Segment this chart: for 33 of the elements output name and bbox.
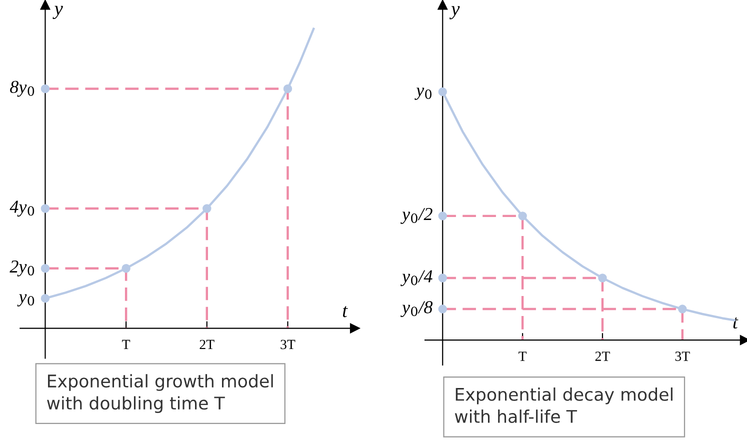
point: [40, 294, 50, 303]
annotation: y$_{0}$: [17, 294, 34, 306]
point: [678, 304, 687, 314]
x-tick-label: 2T: [200, 340, 214, 350]
x-tick-label: T: [518, 352, 527, 361]
point: [40, 204, 50, 213]
point: [40, 264, 50, 273]
y-axis-title: y: [52, 6, 63, 20]
x-tick-label: 3T: [280, 340, 296, 350]
x-tick-label: 2T: [595, 352, 610, 361]
annotation: 2y$_{0}$: [10, 260, 34, 276]
point: [438, 87, 447, 96]
x-axis-title: t: [342, 306, 348, 318]
point: [438, 212, 447, 220]
point: [518, 212, 527, 220]
point: [283, 84, 292, 94]
annotation: 4y$_{0}$: [10, 200, 34, 217]
point: [438, 304, 447, 314]
x-tick-label: T: [122, 340, 130, 350]
point: [598, 274, 607, 282]
annotation: y$_{0}$/2: [400, 208, 432, 224]
text: Exponential growth model with doubling time T: [47, 374, 273, 414]
annotation: y$_{0}$/4: [400, 270, 432, 286]
point: [122, 264, 130, 273]
point: [40, 84, 50, 94]
y-axis-title: y: [449, 6, 460, 20]
text: Exponential decay model with half-life T: [454, 387, 672, 423]
x-tick-label: 3T: [675, 352, 690, 361]
point: [438, 274, 447, 282]
annotation: y$_{0}$/8: [400, 301, 433, 318]
annotation: y$_{0}$: [414, 88, 432, 100]
point: [202, 204, 212, 213]
annotation: 8y$_{0}$: [10, 80, 34, 97]
